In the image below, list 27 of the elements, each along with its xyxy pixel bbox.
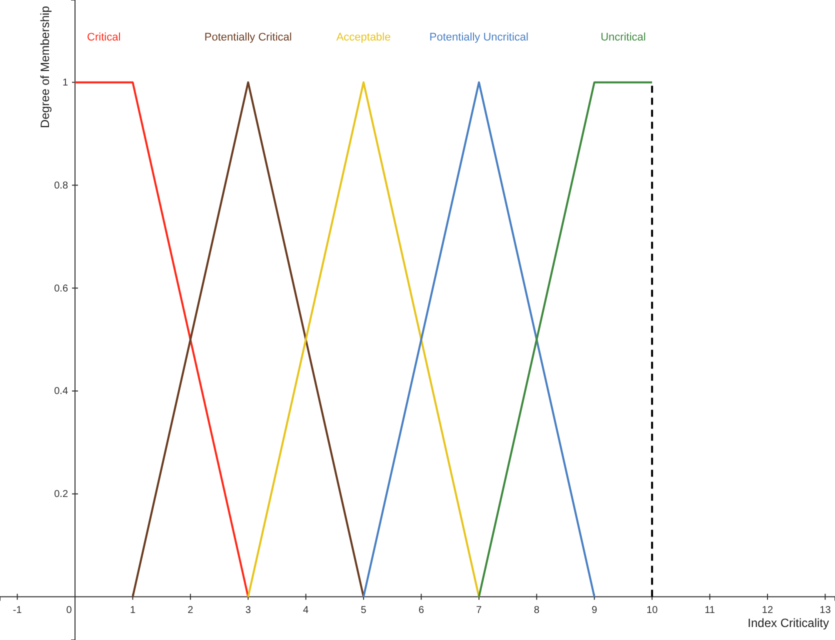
y-tick-label: 0.2	[54, 489, 68, 500]
x-tick-label: 3	[245, 604, 252, 616]
x-tick-label: -1	[12, 604, 22, 616]
x-axis-title: Index Criticality	[748, 616, 829, 630]
x-tick-label: 2	[188, 604, 194, 616]
text: Acceptable	[336, 31, 391, 44]
x-tick-label: 10	[646, 604, 658, 616]
x-tick-label: 12	[762, 604, 774, 616]
text: Critical	[87, 31, 121, 44]
x-tick-label: 4	[303, 604, 310, 616]
x-tick-label: 9	[592, 604, 598, 616]
text: Uncritical	[600, 31, 646, 44]
x-tick-label: 7	[476, 604, 482, 616]
y-tick-label: 0.6	[54, 283, 68, 294]
text: Potentially Critical	[204, 31, 292, 44]
x-tick-label: 5	[360, 604, 367, 616]
x-tick-label: 1	[130, 604, 136, 616]
y-tick-label: 1	[62, 78, 68, 89]
x-tick-label: 0	[66, 604, 72, 616]
y-tick-label: 0.4	[54, 386, 68, 398]
x-tick-label: 11	[704, 604, 716, 616]
x-tick-label: 13	[820, 604, 832, 616]
x-tick-label: 8	[534, 604, 540, 616]
y-tick-label: 0.8	[54, 180, 68, 192]
y-axis-title: Degree of Membership	[38, 6, 52, 128]
x-tick-label: 6	[418, 604, 424, 616]
text: Potentially Uncritical	[429, 31, 528, 44]
